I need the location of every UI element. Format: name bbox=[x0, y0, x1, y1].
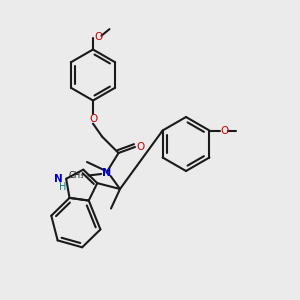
Text: H: H bbox=[59, 182, 66, 192]
Text: O: O bbox=[94, 32, 103, 42]
Text: O: O bbox=[136, 142, 145, 152]
Text: N: N bbox=[102, 167, 111, 178]
Text: CH₃: CH₃ bbox=[68, 171, 84, 180]
Text: N: N bbox=[54, 174, 63, 184]
Text: O: O bbox=[89, 114, 97, 124]
Text: O: O bbox=[220, 125, 229, 136]
